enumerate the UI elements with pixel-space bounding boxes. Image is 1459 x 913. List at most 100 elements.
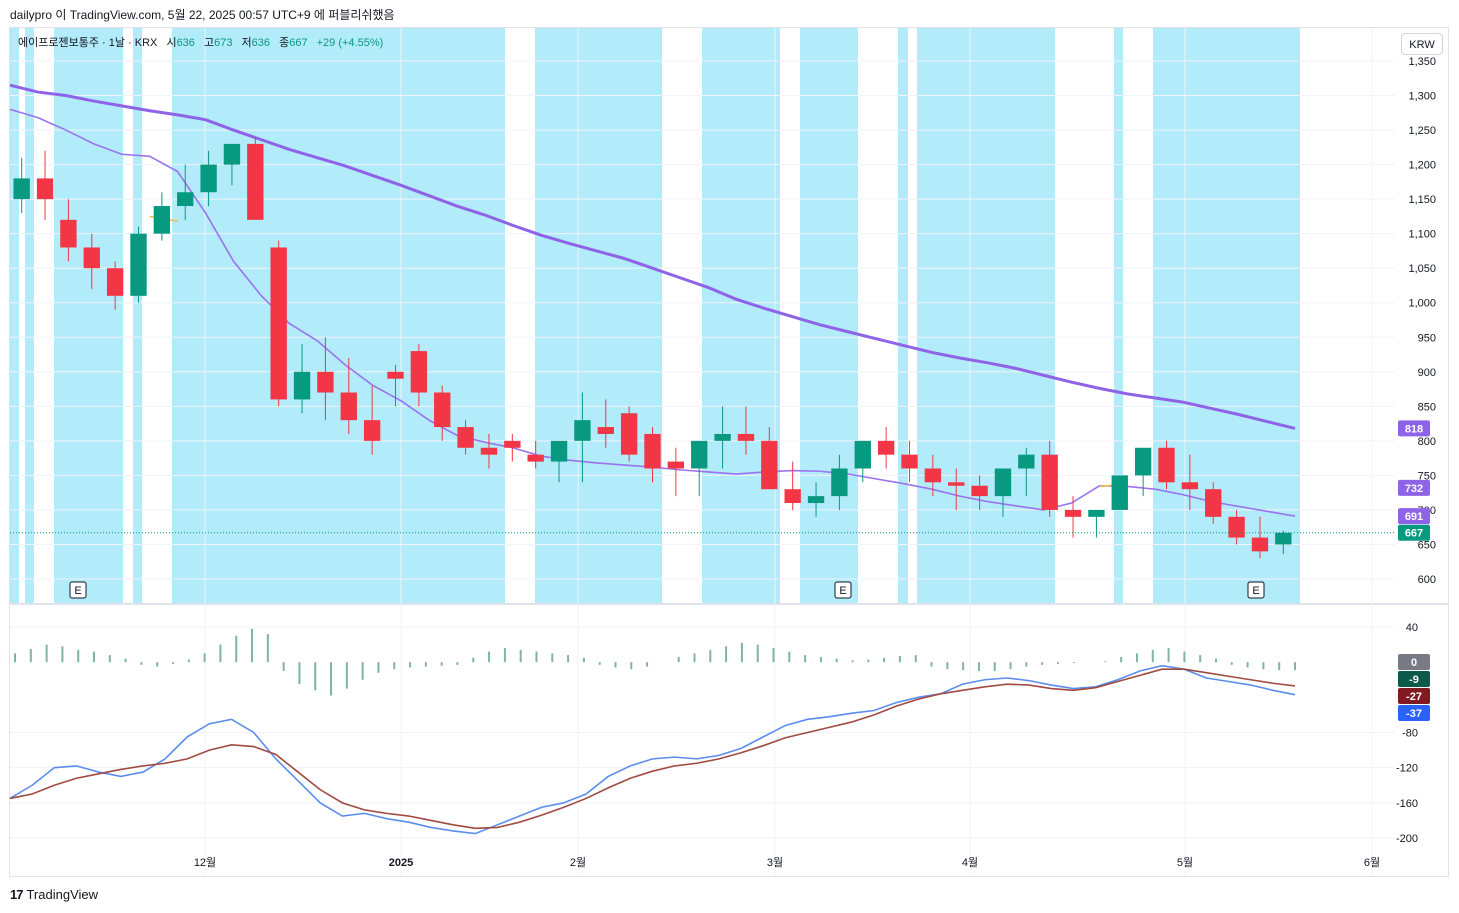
change-value: +29 (+4.55%) [316, 37, 384, 49]
price-tick-label: 1,000 [1408, 298, 1436, 310]
high-value: 673 [214, 37, 233, 49]
price-tag-label: 732 [1405, 483, 1423, 495]
price-tag-badge [1398, 508, 1430, 525]
candle-body [36, 178, 54, 200]
session-band [702, 28, 780, 603]
open-label: 시 [166, 37, 177, 49]
price-tick-label: 750 [1418, 470, 1436, 482]
candle-body [620, 413, 638, 455]
price-tick-label: 1,250 [1408, 125, 1436, 137]
chart-frame[interactable] [9, 27, 1449, 877]
price-tag-badge [1398, 524, 1430, 541]
session-band [172, 28, 505, 603]
candle-body [177, 192, 194, 207]
price-tick-label: 950 [1418, 332, 1436, 344]
candle-body [106, 268, 124, 296]
candle-body [223, 143, 241, 165]
earnings-marker-box [1247, 581, 1265, 599]
candle-body [1275, 532, 1292, 545]
currency-button[interactable]: KRW [1401, 33, 1443, 55]
osc-tag-label: 0 [1411, 657, 1417, 669]
earnings-marker-label: E [839, 585, 846, 597]
candle-body [1111, 475, 1128, 510]
tradingview-logo[interactable]: 17 TradingView [10, 887, 98, 902]
symbol-legend: 에이프로젠보통주 · 1날 · KRX 시636 고673 저636 종667 … [18, 34, 383, 50]
price-tick-label: 1,300 [1408, 91, 1436, 103]
publish-caption: dailypro 이 TradingView.com, 5월 22, 2025 … [10, 8, 395, 22]
candle-body [270, 247, 287, 400]
candle-body [597, 427, 614, 434]
price-tick-label: 600 [1418, 574, 1436, 586]
time-tick-label: 2월 [570, 856, 586, 869]
price-tag-label: 667 [1405, 528, 1423, 540]
candle-body [1158, 447, 1175, 483]
price-tick-label: 1,150 [1408, 194, 1436, 206]
session-band [1114, 28, 1123, 603]
candle-body [130, 233, 147, 296]
low-label: 저 [241, 37, 252, 49]
candle-body [761, 440, 778, 490]
earnings-marker-label: E [74, 585, 81, 597]
time-tick-label: 5월 [1177, 856, 1193, 869]
osc-tag-badge [1398, 705, 1430, 721]
candle-body [644, 433, 661, 469]
tradingview-logo-icon: 17 [10, 887, 24, 902]
candle-body [83, 247, 100, 269]
candle-body [854, 440, 871, 469]
candle-body [293, 371, 311, 400]
symbol-name[interactable]: 에이프로젠보통주 · 1날 · KRX [18, 37, 158, 49]
candle-body [317, 371, 334, 393]
earnings-marker-box [69, 581, 87, 599]
candle-body [924, 468, 942, 483]
candle-body [480, 447, 498, 455]
session-band [133, 28, 142, 603]
candle-body [13, 178, 30, 200]
session-band [10, 28, 19, 603]
candle-body [807, 496, 825, 504]
candle-body [504, 440, 521, 448]
time-tick-label: 12월 [194, 856, 216, 869]
price-tick-label: 1,100 [1408, 229, 1436, 241]
osc-tag-label: -27 [1406, 691, 1422, 703]
candle-body [363, 420, 381, 441]
candle-body [550, 440, 568, 462]
session-band [917, 28, 1055, 603]
price-tick-label: 1,350 [1408, 56, 1436, 68]
candle-body [994, 468, 1012, 497]
candle-body [877, 440, 895, 455]
candle-body [667, 461, 685, 469]
candle-body [574, 420, 591, 441]
price-tick-label: 900 [1418, 367, 1436, 379]
high-label: 고 [203, 37, 215, 49]
session-band [1153, 28, 1300, 603]
price-tick-label: 800 [1418, 436, 1436, 448]
close-label: 종 [279, 37, 290, 49]
candle-body [784, 489, 801, 504]
earnings-marker-box [834, 581, 852, 599]
price-tag-label: 818 [1405, 423, 1423, 435]
earnings-marker-label: E [1252, 585, 1259, 597]
time-tick-label: 2025 [389, 857, 413, 869]
candle-body [1228, 516, 1245, 538]
candle-body [831, 468, 848, 497]
time-tick-label: 3월 [767, 856, 783, 869]
tradingview-brand: TradingView [26, 887, 99, 902]
price-tick-label: 1,050 [1408, 263, 1436, 275]
candle-body [434, 392, 451, 428]
osc-tick-label: -200 [1396, 833, 1418, 845]
candle-body [1064, 509, 1082, 517]
candle-body [714, 433, 731, 441]
candle-body [1181, 482, 1199, 490]
candle-body [457, 427, 474, 448]
price-tick-label: 650 [1418, 539, 1436, 551]
candle-body [60, 219, 77, 248]
session-band [535, 28, 662, 603]
candle-body [1088, 509, 1105, 517]
candle-body [691, 440, 708, 469]
osc-tick-label: -80 [1402, 728, 1418, 740]
candle-body [1134, 447, 1152, 476]
candle-body [387, 371, 404, 379]
osc-tag-badge [1398, 671, 1430, 687]
osc-tick-label: 40 [1406, 622, 1418, 634]
